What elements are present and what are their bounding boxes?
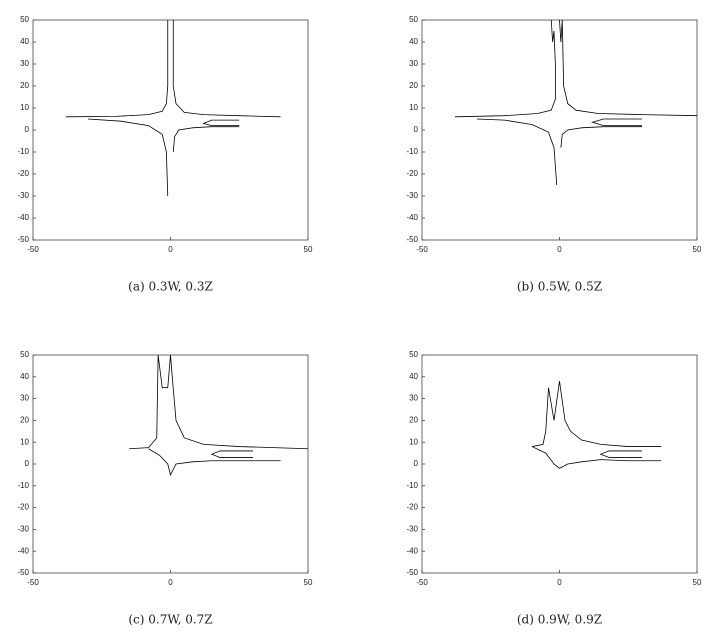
y-tick-label: -50 (17, 235, 29, 244)
y-tick-label: -10 (406, 481, 418, 490)
y-tick-label: 50 (20, 350, 29, 359)
curve (148, 448, 281, 477)
y-tick-label: -50 (406, 568, 418, 577)
curve (129, 354, 309, 450)
y-tick-label: -30 (406, 525, 418, 534)
x-tick-label: -50 (27, 245, 39, 254)
y-tick-label: 10 (20, 437, 29, 446)
x-tick-label: 50 (693, 245, 702, 254)
axes-frame (32, 354, 309, 574)
caption: (b) 0.5W, 0.5Z (517, 280, 602, 294)
y-tick-label: 0 (25, 459, 30, 468)
x-tick-label: 0 (557, 245, 562, 254)
y-tick-label: -20 (406, 503, 418, 512)
y-tick-label: 10 (409, 437, 418, 446)
y-tick-label: 40 (20, 37, 29, 46)
axes-frame (421, 19, 698, 241)
x-tick-label: 50 (304, 245, 313, 254)
axes-frame (32, 19, 309, 241)
y-tick-label: 50 (20, 15, 29, 24)
y-tick-label: 10 (409, 103, 418, 112)
x-tick-label: 0 (557, 578, 562, 587)
y-tick-label: -10 (406, 147, 418, 156)
x-tick-label: -50 (416, 245, 428, 254)
curve (65, 20, 169, 118)
y-tick-label: 30 (409, 394, 418, 403)
y-tick-label: -40 (17, 546, 29, 555)
x-tick-label: 50 (693, 578, 702, 587)
curve (591, 118, 642, 126)
y-tick-label: -40 (17, 213, 29, 222)
y-tick-label: 20 (409, 416, 418, 425)
y-tick-label: -50 (17, 568, 29, 577)
y-tick-label: 30 (20, 394, 29, 403)
y-tick-label: -10 (17, 147, 29, 156)
y-tick-label: -30 (406, 191, 418, 200)
curve (560, 126, 642, 148)
y-tick-label: 30 (409, 59, 418, 68)
y-tick-label: 0 (25, 125, 30, 134)
curve (531, 446, 662, 469)
y-tick-label: -20 (17, 169, 29, 178)
curve (599, 450, 642, 458)
caption: (a) 0.3W, 0.3Z (128, 280, 213, 294)
y-tick-label: 40 (20, 372, 29, 381)
y-tick-label: -10 (17, 481, 29, 490)
y-tick-label: -30 (17, 191, 29, 200)
x-tick-label: -50 (416, 578, 428, 587)
curve (172, 20, 281, 118)
y-tick-label: 20 (20, 81, 29, 90)
caption: (c) 0.7W, 0.7Z (128, 613, 212, 627)
curve (476, 118, 558, 186)
y-tick-label: 50 (409, 350, 418, 359)
caption: (d) 0.9W, 0.9Z (517, 613, 602, 627)
curve (559, 19, 698, 117)
curve (210, 450, 253, 458)
y-tick-label: 10 (20, 103, 29, 112)
y-tick-label: -20 (406, 169, 418, 178)
y-tick-label: -50 (406, 235, 418, 244)
y-tick-label: -30 (17, 525, 29, 534)
y-tick-label: 40 (409, 372, 418, 381)
y-tick-label: 20 (409, 81, 418, 90)
y-tick-label: 0 (414, 459, 419, 468)
y-tick-label: 40 (409, 37, 418, 46)
y-tick-label: -40 (406, 546, 418, 555)
curve (531, 381, 662, 447)
y-tick-label: 50 (409, 15, 418, 24)
x-tick-label: 0 (168, 245, 173, 254)
y-tick-label: 0 (414, 125, 419, 134)
curve (87, 118, 169, 197)
curve (454, 19, 556, 118)
axes-frame (421, 354, 698, 574)
x-tick-label: -50 (27, 578, 39, 587)
y-tick-label: 20 (20, 416, 29, 425)
y-tick-label: 30 (20, 59, 29, 68)
curve (172, 126, 240, 153)
curve (202, 119, 240, 126)
x-tick-label: 50 (304, 578, 313, 587)
x-tick-label: 0 (168, 578, 173, 587)
y-tick-label: -20 (17, 503, 29, 512)
y-tick-label: -40 (406, 213, 418, 222)
